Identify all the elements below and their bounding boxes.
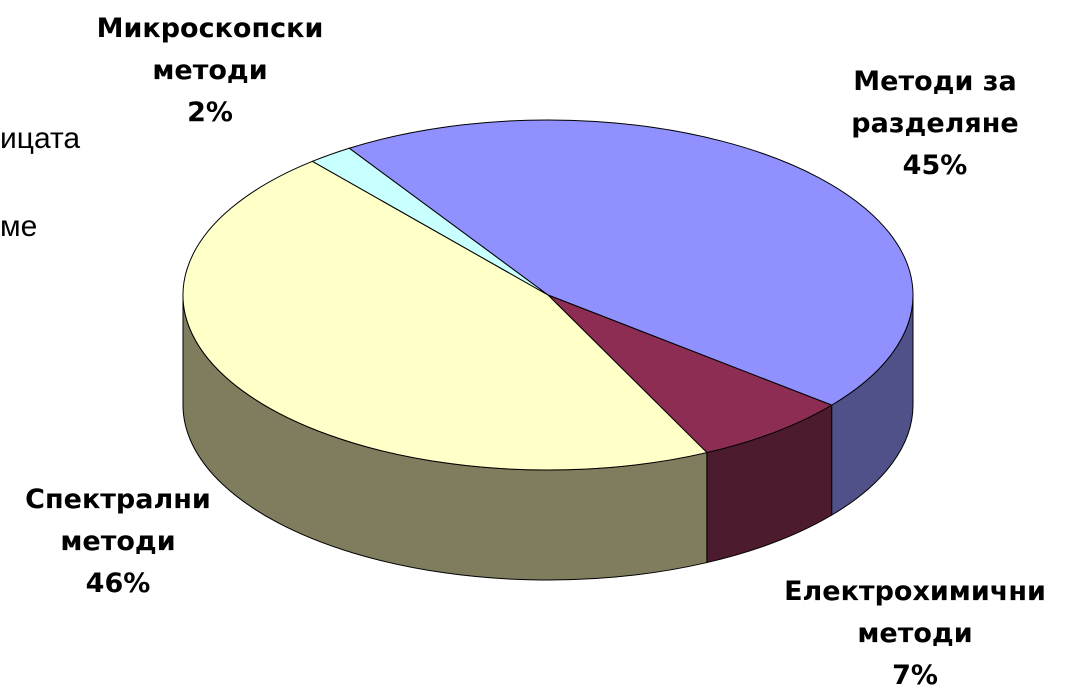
slice-category-label: методи [60, 526, 175, 557]
pie-slice-spectral [182, 160, 708, 471]
slice-category-label: Методи за [853, 66, 1016, 97]
slice-percent-label: 45% [903, 150, 968, 181]
slice-category-label: методи [152, 55, 267, 86]
slice-percent-label: 2% [187, 97, 233, 128]
slice-category-label: Спектрални [25, 484, 211, 515]
partial-text-fragment: ме [0, 210, 38, 243]
partial-text-fragment: ицата [0, 122, 81, 155]
slice-category-label: Електрохимични [784, 576, 1046, 607]
slice-category-label: разделяне [851, 108, 1018, 139]
slice-category-label: методи [857, 618, 972, 649]
pie-slice-electrochem [547, 294, 833, 454]
slice-percent-label: 46% [86, 568, 151, 599]
slice-percent-label: 7% [892, 660, 938, 691]
pie-slice-microscopic [311, 147, 549, 296]
slice-category-label: Микроскопски [97, 13, 324, 44]
pie-slice-separation [348, 119, 914, 406]
